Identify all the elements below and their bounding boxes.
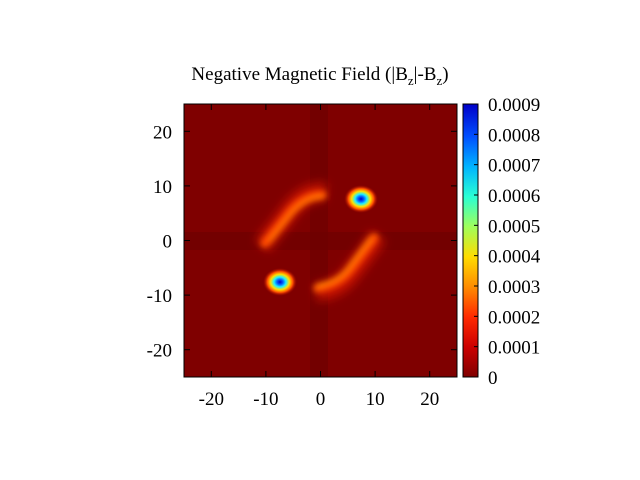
y-tick-label: 0 — [163, 232, 173, 253]
colorbar-tick-label: 0.0004 — [488, 247, 541, 268]
x-tick-label: -10 — [253, 389, 278, 410]
colorbar-tick-label: 0.0009 — [488, 95, 540, 116]
colorbar-tick-label: 0.0008 — [488, 125, 540, 146]
x-tick-label: 0 — [316, 389, 326, 410]
x-tick-label: 20 — [420, 389, 439, 410]
y-tick-label: -10 — [147, 286, 172, 307]
colorbar-tick-label: 0.0003 — [488, 277, 540, 298]
colorbar-tick-label: 0.0002 — [488, 307, 540, 328]
x-tick-label: 10 — [366, 389, 385, 410]
colorbar-tick-label: 0.0007 — [488, 156, 540, 177]
x-axis: -20 -10 0 10 20 — [199, 104, 439, 410]
y-axis: 20 10 0 -10 -20 — [147, 122, 457, 362]
upper-right-lobe — [344, 185, 378, 213]
y-tick-label: 20 — [153, 122, 172, 143]
colorbar-tick-label: 0.0006 — [488, 186, 540, 207]
y-tick-label: 10 — [153, 177, 172, 198]
colorbar-tick-label: 0 — [488, 368, 498, 389]
cross-band-vertical — [310, 104, 328, 377]
lower-left-lobe — [263, 268, 297, 296]
heatmap-plot-area — [184, 104, 457, 377]
chart-title: Negative Magnetic Field (|Bz|-Bz) — [191, 64, 448, 88]
y-tick-label: -20 — [147, 341, 172, 362]
colorbar — [462, 103, 479, 378]
x-tick-label: -20 — [199, 389, 224, 410]
colorbar-tick-label: 0.0005 — [488, 216, 540, 237]
colorbar-tick-label: 0.0001 — [488, 338, 540, 359]
colorbar-axis: 0.0009 0.0008 0.0007 0.0006 0.0005 0.0004 0.00… — [474, 95, 541, 389]
